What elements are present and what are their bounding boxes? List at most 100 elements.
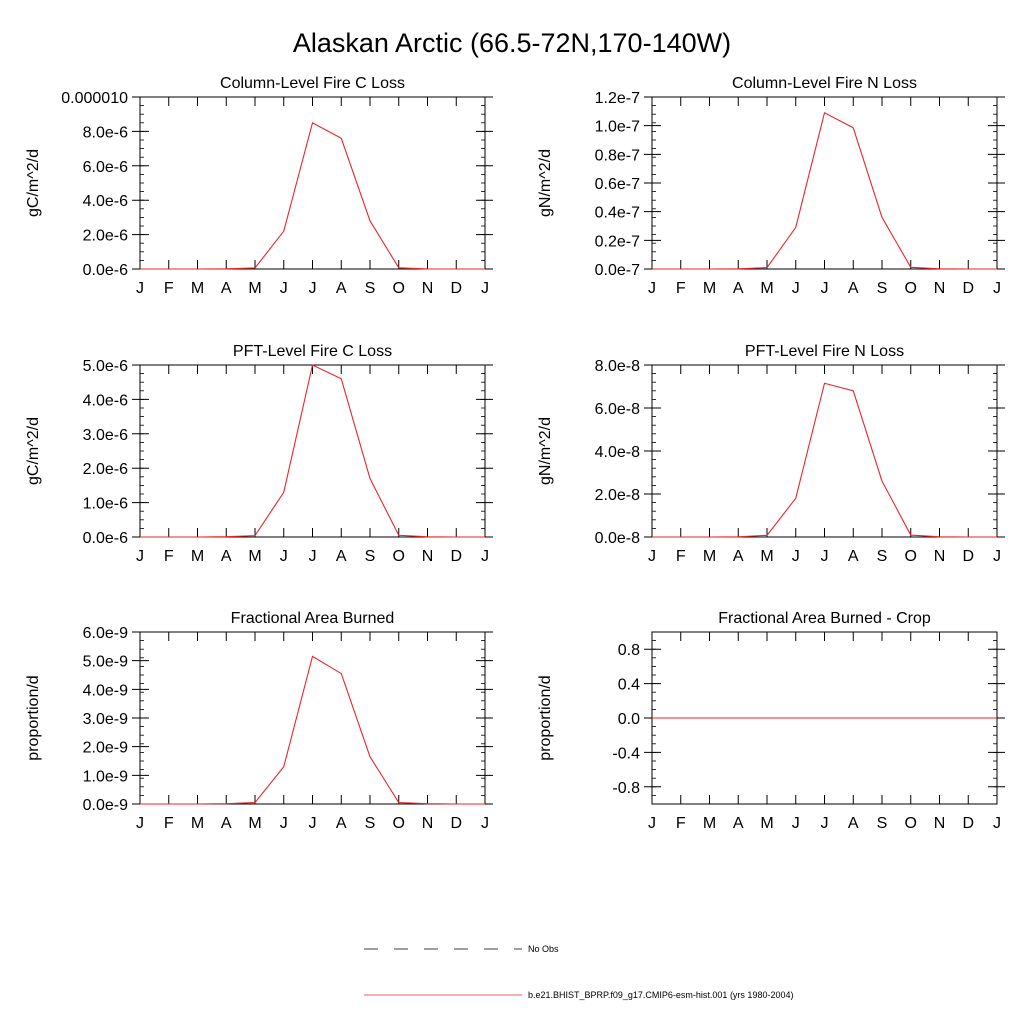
x-tick-label: M (248, 280, 261, 297)
x-tick-label: A (221, 815, 232, 832)
x-tick-label: F (164, 815, 174, 832)
x-tick-label: A (221, 548, 232, 565)
x-tick-label: J (993, 548, 1001, 565)
panel-title: PFT-Level Fire N Loss (745, 343, 904, 360)
x-tick-label: N (422, 815, 434, 832)
x-tick-label: J (280, 280, 288, 297)
y-tick-label: 1.0e-6 (83, 496, 128, 513)
x-tick-label: S (365, 548, 376, 565)
x-tick-label: J (481, 815, 489, 832)
x-tick-label: O (905, 815, 917, 832)
y-tick-label: 8.0e-6 (83, 124, 128, 141)
x-tick-label: J (481, 548, 489, 565)
x-tick-label: M (703, 280, 716, 297)
x-tick-label: M (191, 280, 204, 297)
plot-frame (139, 364, 486, 538)
y-tick-label: 0.0e-6 (83, 530, 128, 547)
x-tick-label: J (481, 280, 489, 297)
series-line (140, 121, 485, 270)
y-tick-label: 0.4 (618, 677, 640, 694)
panel-title: Column-Level Fire N Loss (732, 75, 917, 92)
x-tick-label: A (848, 815, 859, 832)
y-tick-label: -0.4 (612, 745, 640, 762)
x-tick-label: S (365, 815, 376, 832)
y-axis-label: gC/m^2/d (25, 149, 42, 217)
x-tick-label: F (676, 280, 686, 297)
x-tick-label: M (191, 548, 204, 565)
x-tick-label: J (792, 280, 800, 297)
y-tick-label: 0.000010 (61, 90, 128, 107)
x-tick-label: J (821, 815, 829, 832)
y-tick-label: -0.8 (612, 780, 640, 797)
y-tick-label: 0.6e-7 (595, 176, 640, 193)
x-tick-label: D (962, 280, 974, 297)
x-tick-label: J (309, 548, 317, 565)
legend: No Obs b.e21.BHIST_BPRP.f09_g17.CMIP6-es… (364, 944, 793, 1000)
y-tick-label: 0.8 (618, 642, 640, 659)
x-tick-label: M (760, 280, 773, 297)
y-tick-label: 4.0e-6 (83, 392, 128, 409)
x-tick-label: J (648, 280, 656, 297)
x-tick-label: M (248, 815, 261, 832)
x-tick-label: M (703, 815, 716, 832)
y-axis-label: gC/m^2/d (25, 417, 42, 485)
x-tick-label: O (905, 280, 917, 297)
x-tick-label: A (221, 280, 232, 297)
x-tick-label: J (309, 280, 317, 297)
y-tick-label: 0.0e-9 (83, 797, 128, 814)
series-line (140, 655, 485, 805)
x-tick-label: J (136, 548, 144, 565)
figure-title: Alaskan Arctic (66.5-72N,170-140W) (293, 28, 731, 58)
x-tick-label: A (336, 815, 347, 832)
y-tick-label: 2.0e-9 (83, 740, 128, 757)
x-tick-label: S (365, 280, 376, 297)
x-tick-label: J (309, 815, 317, 832)
panel-title: Column-Level Fire C Loss (220, 75, 405, 92)
x-tick-label: A (733, 548, 744, 565)
y-tick-label: 4.0e-6 (83, 193, 128, 210)
x-tick-label: F (164, 280, 174, 297)
x-tick-label: O (905, 548, 917, 565)
legend-label-model: b.e21.BHIST_BPRP.f09_g17.CMIP6-esm-hist.… (528, 990, 793, 1000)
y-axis-label: proportion/d (537, 675, 554, 760)
x-tick-label: D (450, 280, 462, 297)
x-tick-label: N (934, 815, 946, 832)
y-tick-label: 0.0e-8 (595, 530, 640, 547)
panel-title: Fractional Area Burned - Crop (718, 610, 931, 627)
series-line (140, 364, 485, 538)
y-tick-label: 4.0e-9 (83, 682, 128, 699)
x-tick-label: N (422, 280, 434, 297)
y-tick-label: 0.0e-7 (595, 262, 640, 279)
y-tick-label: 2.0e-8 (595, 487, 640, 504)
x-tick-label: J (136, 280, 144, 297)
x-tick-label: J (280, 548, 288, 565)
x-tick-label: F (676, 548, 686, 565)
x-tick-label: D (450, 548, 462, 565)
panel-5: Fractional Area Burned - Crop proportion/… (537, 610, 1005, 832)
plot-frame (651, 364, 998, 538)
x-tick-label: A (848, 548, 859, 565)
y-tick-label: 2.0e-6 (83, 461, 128, 478)
y-tick-label: 1.0e-7 (595, 119, 640, 136)
x-tick-label: A (848, 280, 859, 297)
x-tick-label: O (393, 280, 405, 297)
x-tick-label: J (792, 815, 800, 832)
y-axis-label: gN/m^2/d (537, 417, 554, 485)
y-tick-label: 3.0e-9 (83, 711, 128, 728)
x-tick-label: J (821, 280, 829, 297)
x-tick-label: F (676, 815, 686, 832)
y-tick-label: 0.2e-7 (595, 233, 640, 250)
x-tick-label: A (336, 548, 347, 565)
y-axis-label: gN/m^2/d (537, 149, 554, 217)
x-tick-label: J (648, 815, 656, 832)
x-tick-label: N (422, 548, 434, 565)
series-line (652, 111, 997, 270)
x-tick-label: N (934, 548, 946, 565)
legend-label-no-obs: No Obs (528, 944, 559, 954)
